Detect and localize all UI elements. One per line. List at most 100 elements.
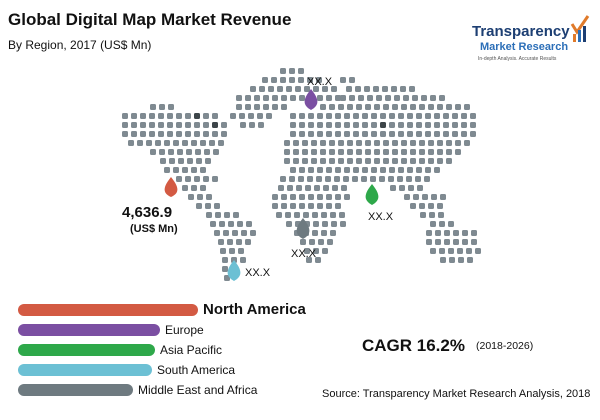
map-dot — [340, 221, 346, 227]
map-dot — [241, 230, 247, 236]
map-dot — [331, 221, 337, 227]
map-dot — [200, 167, 206, 173]
map-dot — [245, 239, 251, 245]
map-dot — [249, 122, 255, 128]
map-dot — [434, 122, 440, 128]
map-dot — [285, 212, 291, 218]
map-dot — [428, 158, 434, 164]
map-dot — [452, 113, 458, 119]
map-dot — [371, 113, 377, 119]
map-dot — [435, 230, 441, 236]
map-dot — [446, 140, 452, 146]
map-dot — [311, 158, 317, 164]
map-dot — [311, 140, 317, 146]
map-dot — [338, 104, 344, 110]
map-dot — [203, 131, 209, 137]
map-dot — [420, 212, 426, 218]
map-dot — [431, 194, 437, 200]
map-dot — [470, 113, 476, 119]
map-dot — [453, 239, 459, 245]
map-dot — [176, 176, 182, 182]
map-dot — [392, 140, 398, 146]
map-dot — [176, 113, 182, 119]
map-dot — [443, 131, 449, 137]
map-dot — [276, 212, 282, 218]
map-dot — [239, 113, 245, 119]
map-dot — [455, 140, 461, 146]
map-dot — [215, 212, 221, 218]
map-dot — [398, 167, 404, 173]
map-dot — [263, 95, 269, 101]
map-dot — [349, 95, 355, 101]
map-dot — [185, 113, 191, 119]
map-dot — [140, 122, 146, 128]
map-dot — [429, 212, 435, 218]
map-dot — [254, 95, 260, 101]
map-dot — [178, 158, 184, 164]
map-dot — [457, 248, 463, 254]
map-dot — [176, 122, 182, 128]
map-dot — [356, 158, 362, 164]
map-dot — [167, 131, 173, 137]
map-dot — [449, 257, 455, 263]
map-dot — [185, 131, 191, 137]
map-dot — [299, 131, 305, 137]
map-dot — [167, 113, 173, 119]
map-dot — [290, 113, 296, 119]
map-dot — [338, 149, 344, 155]
map-dot — [308, 194, 314, 200]
map-dot — [321, 212, 327, 218]
map-dot — [317, 95, 323, 101]
map-dot — [389, 113, 395, 119]
middle-east-africa-marker: XX.X — [291, 218, 317, 260]
map-dot — [238, 248, 244, 254]
map-dot — [150, 149, 156, 155]
map-dot — [331, 86, 337, 92]
map-dot — [340, 95, 346, 101]
map-dot — [421, 95, 427, 101]
map-dot — [122, 113, 128, 119]
map-dot — [287, 185, 293, 191]
map-dot — [169, 158, 175, 164]
map-dot — [280, 176, 286, 182]
map-dot — [191, 140, 197, 146]
map-dot — [470, 131, 476, 137]
map-dot — [358, 95, 364, 101]
map-dot — [462, 230, 468, 236]
map-dot — [383, 104, 389, 110]
map-dot — [443, 113, 449, 119]
map-dot — [361, 176, 367, 182]
map-dot — [254, 104, 260, 110]
map-dot — [173, 140, 179, 146]
map-dot — [412, 95, 418, 101]
map-dot — [399, 185, 405, 191]
map-dot — [228, 221, 234, 227]
map-dot — [240, 122, 246, 128]
category-label: Asia Pacific — [160, 343, 222, 357]
category-label: South America — [157, 363, 235, 377]
map-dot — [383, 158, 389, 164]
map-dot — [425, 131, 431, 137]
map-dot — [272, 194, 278, 200]
map-dot — [374, 140, 380, 146]
map-dot — [448, 221, 454, 227]
map-dot — [149, 131, 155, 137]
map-dot — [313, 86, 319, 92]
map-dot — [438, 212, 444, 218]
map-dot — [206, 194, 212, 200]
map-dot — [475, 248, 481, 254]
map-dot — [284, 158, 290, 164]
category-label: Europe — [165, 323, 204, 337]
map-dot — [374, 158, 380, 164]
map-dot — [197, 194, 203, 200]
map-dot — [280, 68, 286, 74]
middle-east-africa-value: XX.X — [291, 248, 317, 260]
map-dot — [329, 158, 335, 164]
map-dot — [194, 176, 200, 182]
map-dot — [347, 140, 353, 146]
map-dot — [194, 122, 200, 128]
map-dot — [320, 104, 326, 110]
map-dot — [182, 140, 188, 146]
map-dot — [158, 113, 164, 119]
